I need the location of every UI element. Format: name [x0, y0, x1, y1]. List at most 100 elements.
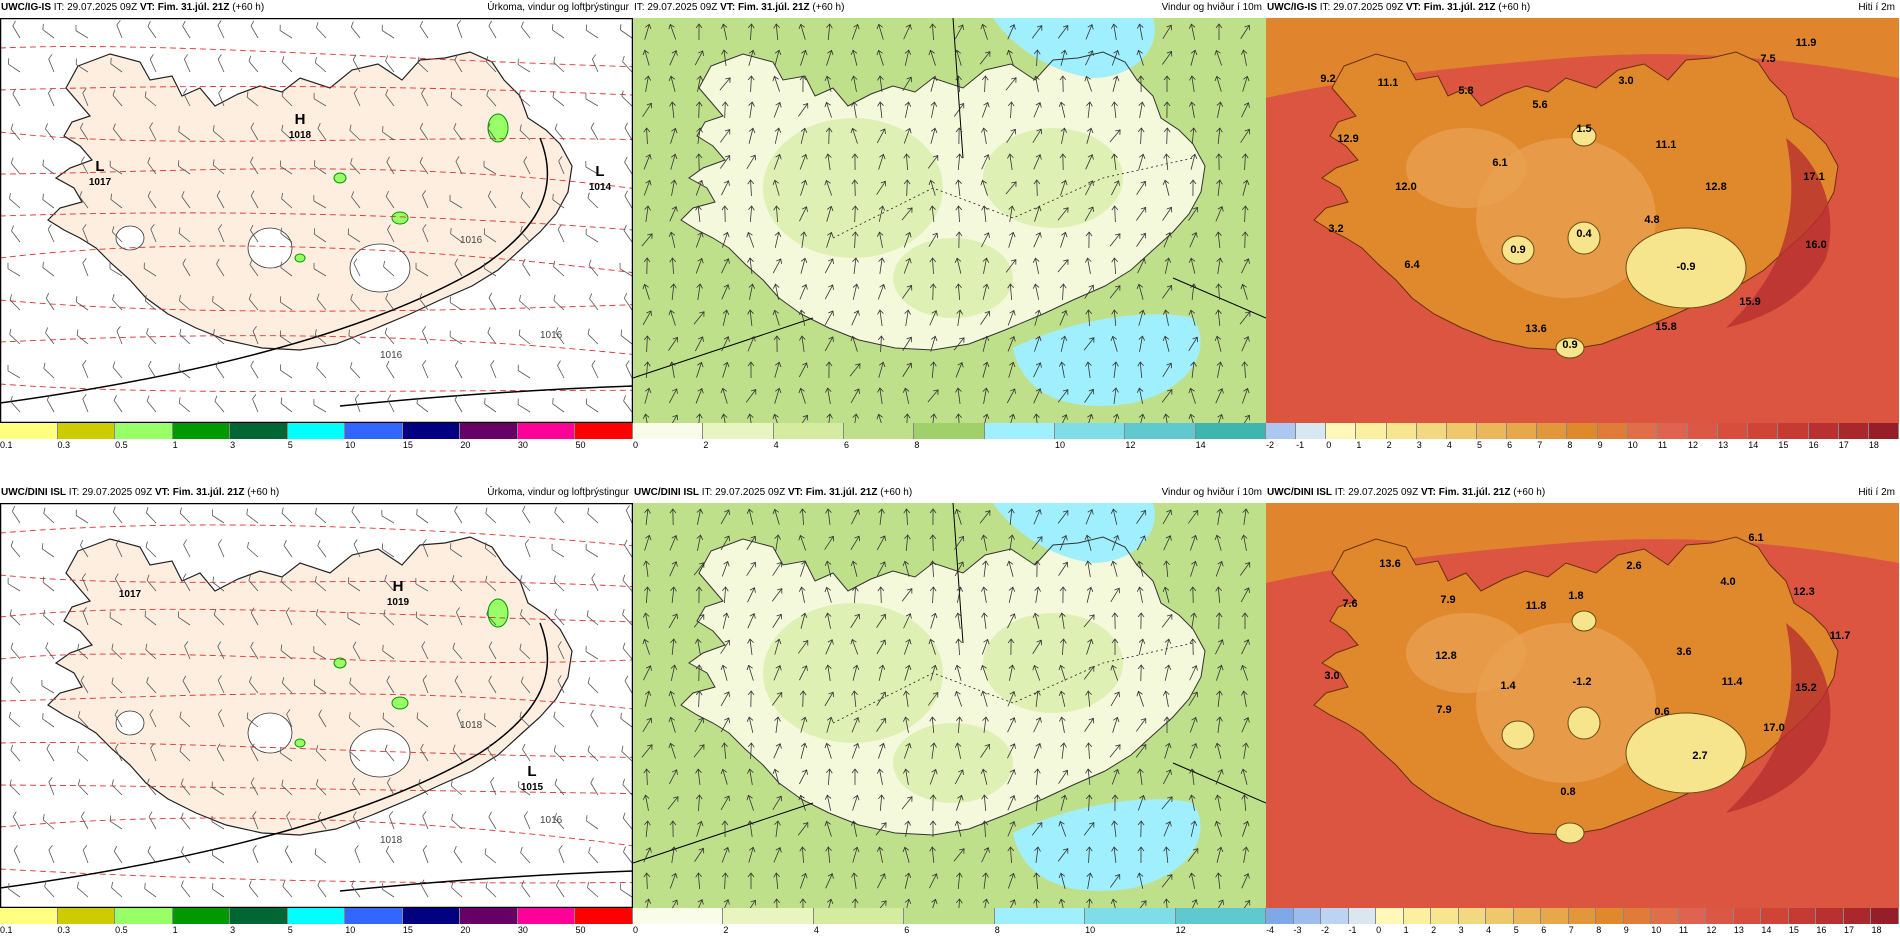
- legend-swatch: [1513, 908, 1542, 924]
- panel-header-left: UWC/DINI ISL IT: 29.07.2025 09Z VT: Fim.…: [634, 485, 912, 501]
- pressure-center-symbol: H: [393, 578, 404, 595]
- glacier-area: [247, 712, 293, 754]
- coastline: [680, 51, 1206, 351]
- legend-swatch: [633, 423, 704, 439]
- legend-swatch: [1871, 908, 1899, 924]
- temperature-label: 11.4: [1722, 676, 1744, 688]
- legend-swatch: [1293, 908, 1322, 924]
- legend-tick-label: 8: [1596, 925, 1602, 935]
- temperature-label: 7.9: [1436, 704, 1451, 716]
- isotherm-line: [0, 212, 633, 231]
- temperature-label: 0.4: [1576, 228, 1592, 240]
- precip-area: [391, 696, 409, 710]
- valid-time-label: VT:: [1420, 487, 1439, 498]
- glacier-cold-area: [1567, 706, 1601, 740]
- valid-time-value: Fim. 31.júl. 21Z: [737, 2, 810, 13]
- legend-tick-label: 14: [1761, 925, 1772, 935]
- legend-swatch: [1321, 908, 1349, 924]
- panel-header-left: UWC/DINI ISL IT: 29.07.2025 09Z VT: Fim.…: [1, 485, 279, 501]
- legend-tick-label: 4: [1486, 925, 1492, 935]
- warm-coast-zone: [1726, 623, 1831, 813]
- legend-swatch: [517, 908, 576, 924]
- temperature-label: 11.8: [1526, 600, 1547, 612]
- pressure-center-value: 1015: [521, 782, 544, 793]
- temperature-label: 1.4: [1500, 680, 1516, 692]
- legend-tick-label: 0.1: [0, 440, 13, 450]
- legend-swatch: [1657, 423, 1688, 439]
- temperature-label: 12.9: [1337, 133, 1358, 145]
- legend-swatch: [1788, 908, 1817, 924]
- legend-swatch: [287, 423, 346, 439]
- panel-title: Hiti í 2m: [1858, 2, 1895, 13]
- temperature-label: 11.7: [1830, 630, 1851, 642]
- legend-tick-label: 12: [1688, 440, 1699, 450]
- isobar-label: 1016: [380, 350, 403, 361]
- legend-tick-label: 4: [773, 440, 779, 450]
- legend-swatch: [0, 423, 58, 439]
- valid-time-label: VT:: [139, 2, 158, 13]
- legend-tick-label: 6: [904, 925, 910, 935]
- legend-tick-label: 3: [1458, 925, 1464, 935]
- map-canvas: H 1019 1017 L 1015 1018 1018 1016: [0, 503, 633, 908]
- temperature-label: 2.6: [1626, 560, 1641, 572]
- legend-swatch: [0, 908, 58, 924]
- legend-swatch: [1326, 423, 1357, 439]
- legend-swatch: [1651, 908, 1679, 924]
- temperature-label: 0.8: [1560, 786, 1575, 798]
- forecast-map: H 1019 1017 L 1015 1018 1018 1016: [0, 503, 633, 908]
- legend-tick-label: 6: [1507, 440, 1513, 450]
- legend-tick-label: 1: [1403, 925, 1409, 935]
- legend-tick-label: 14: [1195, 440, 1206, 450]
- isotherm-line: [0, 299, 633, 312]
- legend-tick-label: -1: [1348, 925, 1357, 935]
- legend-tick-label: 11: [1657, 440, 1668, 450]
- wind-barbs: [7, 505, 633, 898]
- legend-tick-label: 8: [994, 925, 1000, 935]
- legend-tick-label: 0: [633, 440, 639, 450]
- legend-swatch: [1537, 423, 1568, 439]
- legend-tick-label: 18: [1871, 925, 1882, 935]
- legend-swatch: [575, 423, 633, 439]
- isotherm-line: [0, 524, 633, 547]
- region-boundary: [832, 642, 1194, 724]
- legend-swatch: [1733, 908, 1762, 924]
- panel-header-left: UWC/IG-IS IT: 29.07.2025 09Z VT: Fim. 31…: [1267, 0, 1530, 16]
- temperature-label: 0.9: [1562, 339, 1577, 351]
- valid-time-value: Fim. 31.júl. 21Z: [1438, 487, 1511, 498]
- legend-tick-label: 10: [345, 440, 356, 450]
- panel-header: UWC/DINI ISL IT: 29.07.2025 09Z VT: Fim.…: [1266, 485, 1899, 501]
- legend-swatch: [287, 908, 346, 924]
- map-canvas: 6.1 13.6 2.6 4.0 7.6 7.9 11.8 1.8 12.3 11.7 12.8 3.…: [1266, 503, 1899, 908]
- color-legend: -4 -3 -2 -1 0 1 2 3 4 5 6 7 8 9 10 11 12 13 14 15 16 17 18: [1266, 908, 1899, 938]
- glacier-cold-area: [1571, 610, 1597, 632]
- glacier-cold-area: [1625, 712, 1747, 794]
- legend-tick-label: 12: [1706, 925, 1717, 935]
- lead-time: (+60 h): [809, 2, 845, 13]
- legend-swatch: [1761, 908, 1789, 924]
- temperature-label: 17.0: [1763, 722, 1784, 734]
- init-time: IT: 29.07.2025 09Z: [1317, 2, 1406, 13]
- legend-swatch: [57, 908, 116, 924]
- temperature-label: 7.6: [1342, 598, 1357, 610]
- panel-header-left: UWC/IG-IS IT: 29.07.2025 09Z VT: Fim. 31…: [1, 0, 264, 16]
- legend-tick-label: 15: [1788, 925, 1799, 935]
- legend-swatch: [844, 423, 915, 439]
- temperature-label: 12.3: [1793, 586, 1814, 598]
- legend-swatch: [1477, 423, 1508, 439]
- temperature-label: 1.8: [1568, 590, 1583, 602]
- isotherm-line: [0, 383, 633, 393]
- legend-tick-label: 9: [1597, 440, 1603, 450]
- isobar-line: [0, 137, 549, 404]
- legend-tick-label: 8: [1567, 440, 1573, 450]
- legend-swatch: [1195, 423, 1266, 439]
- valid-time-value: Fim. 31.júl. 21Z: [1423, 2, 1496, 13]
- panel-header: UWC/IG-IS IT: 29.07.2025 09Z VT: Fim. 31…: [0, 0, 633, 16]
- legend-swatch: [1567, 423, 1598, 439]
- precip-area: [294, 738, 306, 748]
- strong-wind-area: [993, 503, 1155, 563]
- isotherm-line: [0, 131, 633, 142]
- legend-tick-label: -4: [1266, 925, 1275, 935]
- legend-tick-label: -2: [1266, 440, 1275, 450]
- legend-swatch: [1125, 423, 1196, 439]
- legend-tick-label: 50: [575, 440, 586, 450]
